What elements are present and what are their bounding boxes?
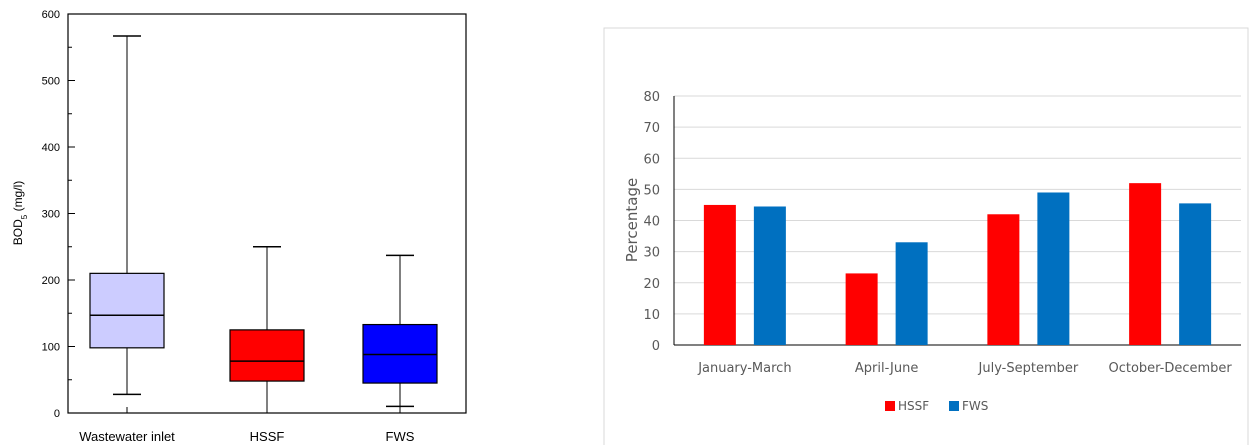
boxplot-y-tick-label: 100 (42, 342, 60, 354)
boxplot-y-tick-label: 0 (54, 408, 60, 420)
bar-chart: 0 10 20 30 40 50 60 70 80 January-March April-Jun… (603, 27, 1249, 445)
bar-chart-y-tick-label: 70 (643, 121, 660, 136)
boxplot-chart: 0 100 200 300 400 500 600 Wastewater inlet HSSF… (11, 9, 467, 444)
boxplot-y-tick-label: 500 (42, 76, 60, 88)
boxplot-x-tick-label: FWS (386, 429, 415, 444)
legend-label: HSSF (898, 399, 929, 413)
bar-fws-october-december (1179, 203, 1212, 345)
bar-fws-april-june (895, 242, 928, 345)
boxplot-ylabel-main: BOD (11, 219, 25, 245)
boxplot-ylabel-unit: (mg/l) (11, 181, 25, 215)
bar-chart-legend: HSSF FWS (885, 399, 988, 413)
box-hssf (229, 246, 305, 413)
legend-swatch (949, 401, 959, 411)
box-iqr (89, 272, 165, 349)
bar-chart-y-axis-label: Percentage (623, 178, 641, 262)
boxplot-x-tick-label: HSSF (250, 429, 285, 444)
bar-chart-y-axis: 0 10 20 30 40 50 60 70 80 (643, 90, 660, 354)
boxplot-y-tick-label: 400 (42, 142, 60, 154)
bar-chart-x-axis: January-March April-June July-September Oct… (697, 361, 1232, 376)
boxplot-y-axis-label: BOD5 (mg/l) (11, 181, 29, 245)
boxplot-y-tick-label: 600 (42, 9, 60, 21)
box-iqr (229, 329, 305, 382)
bar-hssf-january-march (703, 204, 736, 345)
legend-label: FWS (962, 399, 988, 413)
bar-chart-x-tick-label: July-September (978, 361, 1079, 376)
bar-chart-y-tick-label: 40 (643, 215, 660, 230)
boxplot-ylabel-subscript: 5 (20, 214, 29, 219)
bar-chart-y-tick-label: 0 (652, 339, 660, 354)
boxplot-y-axis: 0 100 200 300 400 500 600 (42, 9, 75, 420)
bar-chart-y-tick-label: 60 (643, 152, 660, 167)
bar-chart-y-tick-label: 30 (643, 246, 660, 261)
legend-item-hssf: HSSF (885, 399, 929, 413)
boxplot-x-axis: Wastewater inlet HSSF FWS (79, 407, 415, 444)
box-wastewater-inlet (89, 35, 165, 396)
bar-chart-x-tick-label: October-December (1108, 361, 1232, 376)
bar-hssf-july-september (987, 214, 1020, 345)
boxplot-y-tick-label: 200 (42, 275, 60, 287)
bar-chart-x-tick-label: April-June (855, 361, 918, 376)
bar-fws-july-september (1037, 192, 1070, 345)
bar-chart-x-tick-label: January-March (697, 361, 791, 376)
box-fws (362, 254, 438, 408)
bar-hssf-october-december (1129, 183, 1162, 345)
bar-chart-bars (703, 183, 1212, 345)
bar-hssf-april-june (845, 273, 878, 345)
bar-chart-y-tick-label: 20 (643, 277, 660, 292)
boxplot-x-tick-label: Wastewater inlet (79, 429, 175, 444)
bar-chart-y-tick-label: 50 (643, 183, 660, 198)
boxplot-boxes (89, 35, 438, 413)
bar-fws-january-march (753, 206, 786, 345)
bar-chart-y-tick-label: 80 (643, 90, 660, 105)
bar-chart-y-tick-label: 10 (643, 308, 660, 323)
legend-item-fws: FWS (949, 399, 988, 413)
boxplot-y-tick-label: 300 (42, 209, 60, 221)
legend-swatch (885, 401, 895, 411)
